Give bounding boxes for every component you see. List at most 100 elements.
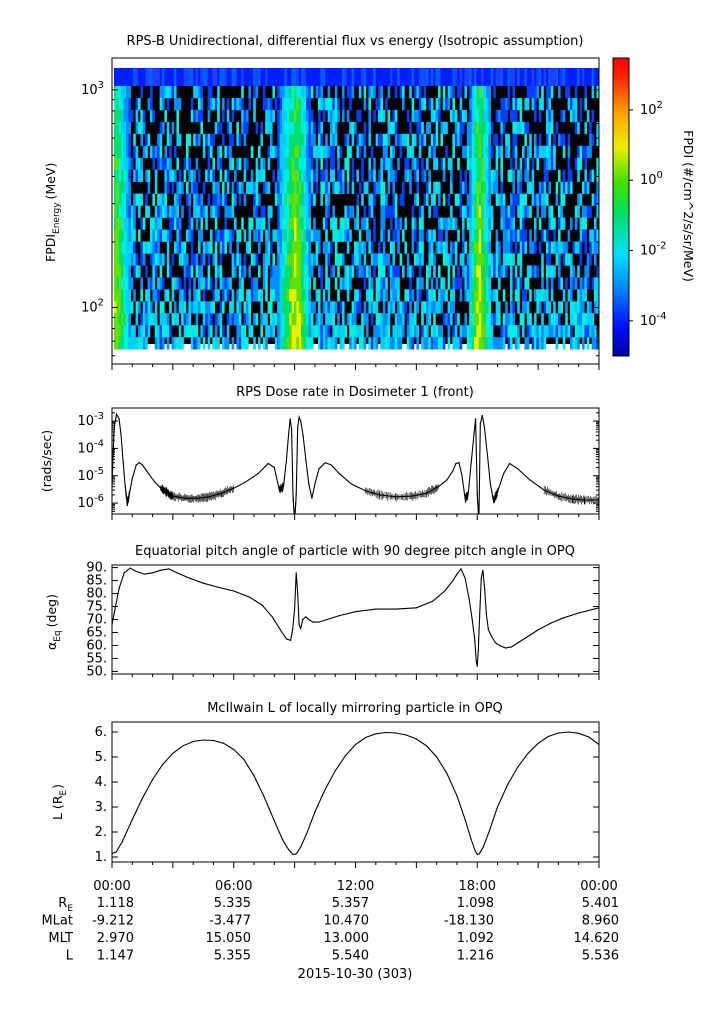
heatmap-cell: [152, 253, 155, 266]
heatmap-cell: [490, 217, 494, 230]
heatmap-cell: [279, 337, 283, 350]
heatmap-cell: [505, 241, 508, 254]
heatmap-cell: [195, 217, 199, 230]
heatmap-cell: [207, 265, 211, 278]
heatmap-cell: [582, 313, 585, 326]
heatmap-cell: [284, 301, 287, 314]
heatmap-cell: [140, 313, 143, 326]
heatmap-cell: [507, 68, 510, 86]
heatmap-cell: [265, 181, 268, 194]
heatmap-cell: [195, 181, 199, 194]
heatmap-cell: [200, 86, 203, 99]
heatmap-cell: [483, 121, 487, 135]
heatmap-cell: [162, 301, 165, 314]
data-point: [306, 832, 308, 834]
heatmap-cell: [190, 241, 194, 254]
heatmap-cell: [296, 109, 299, 123]
heatmap-cell: [390, 157, 393, 171]
heatmap-cell: [265, 68, 268, 86]
heatmap-cell: [337, 181, 340, 194]
heatmap-cell: [318, 121, 321, 135]
heatmap-cell: [358, 181, 362, 194]
heatmap-cell: [435, 133, 439, 147]
heatmap-cell: [397, 325, 400, 338]
heatmap-cell: [308, 253, 311, 266]
heatmap-cell: [258, 265, 261, 278]
heatmap-cell: [478, 109, 482, 123]
heatmap-cell: [159, 313, 163, 326]
heatmap-cell: [543, 205, 547, 218]
ephemeris-value: 1.216: [457, 949, 494, 964]
heatmap-cell: [570, 98, 573, 111]
heatmap-cell: [490, 325, 494, 338]
data-point: [479, 613, 481, 615]
heatmap-cell: [152, 157, 155, 171]
heatmap-cell: [570, 253, 573, 266]
heatmap-cell: [433, 109, 436, 123]
data-point: [273, 466, 275, 469]
heatmap-cell: [342, 217, 345, 230]
heatmap-cell: [394, 289, 398, 302]
heatmap-cell: [123, 325, 127, 338]
heatmap-cell: [296, 121, 299, 135]
heatmap-cell: [512, 86, 515, 99]
heatmap-cell: [346, 313, 350, 326]
heatmap-cell: [507, 241, 511, 254]
heatmap-cell: [382, 253, 386, 266]
heatmap-cell: [474, 265, 477, 278]
heatmap-cell: [116, 181, 119, 194]
heatmap-cell: [306, 193, 309, 206]
heatmap-cell: [555, 253, 559, 266]
heatmap-cell: [291, 241, 295, 254]
heatmap-cell: [450, 241, 453, 254]
heatmap-cell: [490, 337, 494, 350]
heatmap-cell: [454, 133, 458, 147]
heatmap-cell: [550, 289, 554, 302]
heatmap-cell: [166, 205, 170, 218]
heatmap-cell: [330, 109, 333, 123]
heatmap-cell: [589, 121, 592, 135]
heatmap-cell: [488, 217, 491, 230]
heatmap-cell: [217, 289, 220, 302]
heatmap-cell: [356, 265, 359, 278]
heatmap-cell: [356, 145, 359, 159]
data-point: [285, 458, 288, 460]
heatmap-cell: [315, 253, 319, 266]
heatmap-cell: [522, 145, 525, 159]
heatmap-cell: [253, 337, 256, 350]
y-tick-label: 4.: [95, 775, 107, 790]
heatmap-cell: [378, 133, 381, 147]
heatmap-cell: [426, 265, 429, 278]
heatmap-cell: [558, 229, 561, 242]
heatmap-cell: [272, 277, 275, 290]
heatmap-cell: [589, 301, 592, 314]
heatmap-cell: [454, 121, 458, 135]
heatmap-cell: [154, 229, 158, 242]
heatmap-cell: [447, 193, 451, 206]
heatmap-cell: [342, 98, 345, 111]
heatmap-cell: [171, 337, 175, 350]
heatmap-cell: [339, 181, 343, 194]
heatmap-cell: [440, 121, 443, 135]
heatmap-cell: [387, 86, 391, 99]
heatmap-cell: [162, 157, 165, 171]
heatmap-cell: [368, 98, 371, 111]
heatmap-cell: [183, 253, 187, 266]
heatmap-cell: [301, 241, 304, 254]
heatmap-cell: [291, 121, 295, 135]
heatmap-cell: [142, 217, 146, 230]
heatmap-cell: [255, 277, 259, 290]
heatmap-cell: [157, 277, 160, 290]
heatmap-cell: [507, 86, 511, 99]
heatmap-cell: [210, 241, 213, 254]
heatmap-cell: [474, 313, 477, 326]
heatmap-cell: [118, 301, 122, 314]
heatmap-cell: [558, 169, 561, 182]
heatmap-cell: [382, 289, 386, 302]
heatmap-cell: [294, 205, 297, 218]
heatmap-cell: [183, 169, 187, 182]
heatmap-cell: [294, 121, 297, 135]
heatmap-cell: [361, 217, 364, 230]
heatmap-cell: [169, 325, 172, 338]
